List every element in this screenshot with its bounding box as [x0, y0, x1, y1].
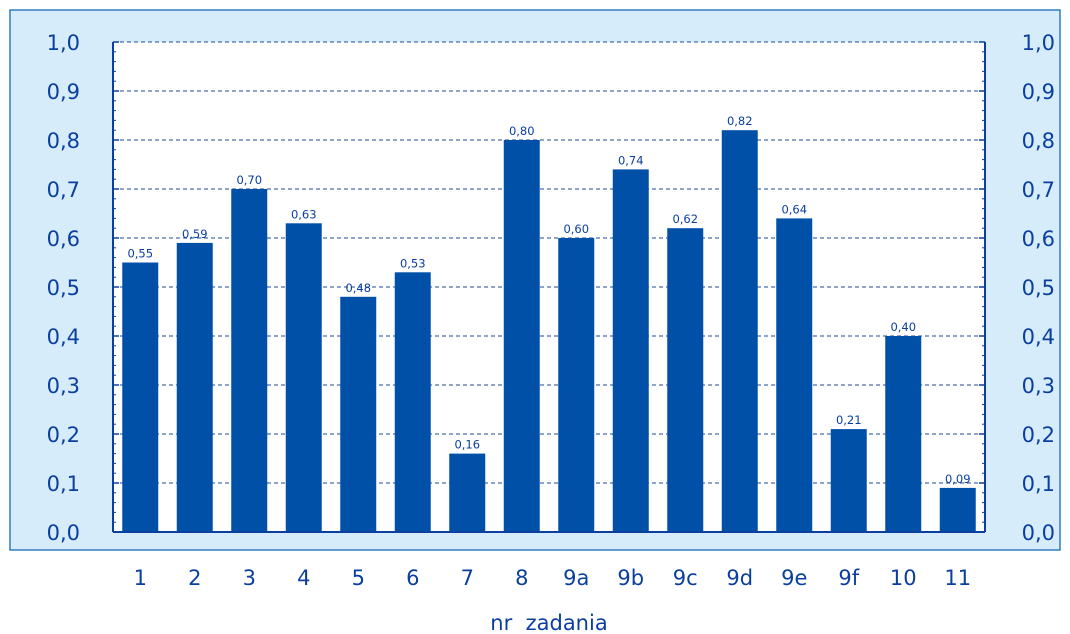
y-tick-label-left: 1,0: [47, 31, 80, 55]
bar-value-label: 0,82: [727, 114, 753, 128]
x-tick-label: 10: [890, 566, 917, 590]
axes: [112, 41, 986, 533]
bar: [503, 140, 540, 532]
bar-value-label: 0,59: [182, 227, 208, 241]
y-tick-label-right: 0,3: [1022, 374, 1055, 398]
bar-value-label: 0,80: [509, 124, 535, 138]
y-tick-label-left: 0,8: [47, 129, 80, 153]
y-tick-label-left: 0,3: [47, 374, 80, 398]
x-tick-label: 5: [352, 566, 365, 590]
bar: [394, 272, 431, 532]
x-tick-label: 9c: [673, 566, 698, 590]
x-tick-label: 6: [406, 566, 419, 590]
x-tick-label: 8: [515, 566, 528, 590]
bar: [667, 228, 704, 532]
y-tick-label-right: 0,0: [1022, 521, 1055, 545]
bar: [558, 238, 595, 532]
bar: [176, 242, 213, 532]
y-tick-label-right: 0,5: [1022, 276, 1055, 300]
y-tick-label-left: 0,5: [47, 276, 80, 300]
bar-value-label: 0,62: [672, 212, 698, 226]
y-tick-label-right: 0,1: [1022, 472, 1055, 496]
bar: [776, 218, 813, 532]
y-tick-label-left: 0,9: [47, 80, 80, 104]
bar-value-label: 0,70: [236, 173, 262, 187]
bar: [612, 169, 649, 532]
bar-value-label: 0,63: [291, 207, 317, 221]
y-tick-label-left: 0,6: [47, 227, 80, 251]
bars: [122, 130, 976, 533]
bar-value-label: 0,40: [890, 320, 916, 334]
x-tick-label: 11: [944, 566, 971, 590]
x-tick-label: 9a: [563, 566, 589, 590]
y-tick-label-left: 0,0: [47, 521, 80, 545]
bar-value-label: 0,48: [345, 281, 371, 295]
x-tick-label: 4: [297, 566, 310, 590]
bar: [231, 189, 268, 532]
labels: 0,0 0,00,1 0,10,2 0,20,3 0,30,4 0,40,5 0,50,6 0…: [47, 31, 1055, 590]
bar: [449, 453, 486, 532]
x-tick-label: 9e: [781, 566, 807, 590]
gridlines: [113, 41, 985, 484]
bar-value-label: 0,16: [454, 438, 480, 452]
bar: [122, 262, 159, 532]
bar: [830, 429, 867, 532]
y-tick-label-right: 0,2: [1022, 423, 1055, 447]
y-tick-label-left: 0,7: [47, 178, 80, 202]
bar: [721, 130, 758, 532]
x-tick-label: 7: [461, 566, 474, 590]
x-tick-label: 1: [134, 566, 147, 590]
x-tick-label: 2: [188, 566, 201, 590]
y-tick-label-right: 0,9: [1022, 80, 1055, 104]
y-tick-label-right: 1,0: [1022, 31, 1055, 55]
x-tick-label: 3: [243, 566, 256, 590]
y-tick-label-left: 0,1: [47, 472, 80, 496]
bar: [939, 487, 976, 532]
x-tick-label: 9d: [726, 566, 753, 590]
y-tick-label-left: 0,2: [47, 423, 80, 447]
bar-value-label: 0,55: [127, 247, 153, 261]
bar: [885, 336, 922, 532]
y-tick-label-right: 0,6: [1022, 227, 1055, 251]
bar-value-label: 0,09: [945, 472, 971, 486]
bar-value-label: 0,60: [563, 222, 589, 236]
y-tick-label-right: 0,7: [1022, 178, 1055, 202]
x-axis-label: nr zadania: [490, 611, 607, 634]
bar-value-label: 0,64: [781, 202, 807, 216]
x-tick-label: 9f: [838, 566, 859, 590]
bar-value-label: 0,74: [618, 153, 644, 167]
bar: [285, 223, 322, 533]
bar-value-label: 0,21: [836, 413, 862, 427]
bar-value-label: 0,53: [400, 256, 426, 270]
x-tick-label: 9b: [617, 566, 644, 590]
bar: [340, 296, 377, 532]
y-tick-label-left: 0,4: [47, 325, 80, 349]
y-tick-label-right: 0,8: [1022, 129, 1055, 153]
y-tick-label-right: 0,4: [1022, 325, 1055, 349]
